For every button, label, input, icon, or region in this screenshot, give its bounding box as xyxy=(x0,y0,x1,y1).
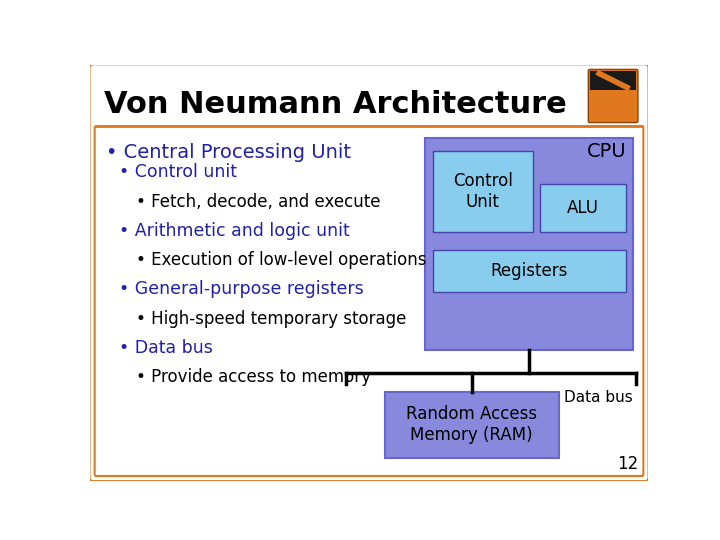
Text: Von Neumann Architecture: Von Neumann Architecture xyxy=(104,90,567,119)
Bar xyxy=(433,151,534,232)
Text: ALU: ALU xyxy=(567,199,599,217)
Text: 12: 12 xyxy=(618,455,639,473)
Text: • Fetch, decode, and execute: • Fetch, decode, and execute xyxy=(137,193,381,211)
FancyBboxPatch shape xyxy=(588,70,638,123)
Text: Random Access
Memory (RAM): Random Access Memory (RAM) xyxy=(406,406,537,444)
Text: CPU: CPU xyxy=(587,143,626,161)
Text: • Central Processing Unit: • Central Processing Unit xyxy=(106,143,351,163)
FancyBboxPatch shape xyxy=(89,63,649,482)
Text: • Data bus: • Data bus xyxy=(120,339,213,357)
Text: • General-purpose registers: • General-purpose registers xyxy=(120,280,364,299)
Text: • Control unit: • Control unit xyxy=(120,164,238,181)
Text: Data bus: Data bus xyxy=(564,390,632,405)
Text: • High-speed temporary storage: • High-speed temporary storage xyxy=(137,309,407,328)
Text: • Execution of low-level operations: • Execution of low-level operations xyxy=(137,251,427,269)
Bar xyxy=(384,392,559,457)
FancyBboxPatch shape xyxy=(94,126,644,476)
Text: Control
Unit: Control Unit xyxy=(453,172,513,211)
Bar xyxy=(590,71,636,90)
Bar xyxy=(539,184,626,232)
Text: • Provide access to memory: • Provide access to memory xyxy=(137,368,372,386)
Text: • Arithmetic and logic unit: • Arithmetic and logic unit xyxy=(120,222,350,240)
Bar xyxy=(425,138,632,350)
Text: Registers: Registers xyxy=(491,262,568,280)
Bar xyxy=(433,249,626,292)
